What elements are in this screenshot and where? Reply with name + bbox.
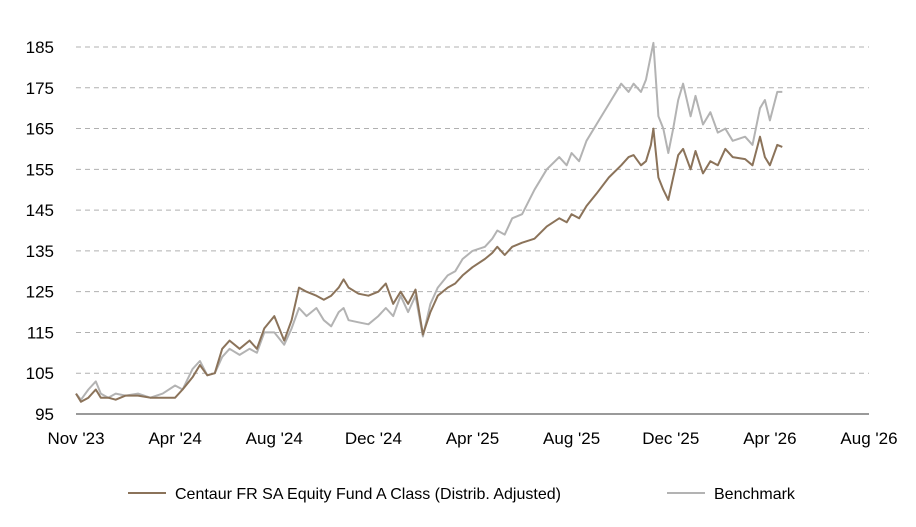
- x-tick-label: Aug '24: [246, 429, 303, 448]
- legend: Centaur FR SA Equity Fund A Class (Distr…: [128, 486, 796, 503]
- x-axis-ticks: Nov '23 Apr '24 Aug '24 Dec '24 Apr '25 Aug '…: [47, 429, 897, 448]
- series-line-fund: [75, 127, 783, 403]
- series-lines: [75, 41, 783, 403]
- x-tick-label: Aug '25: [543, 429, 600, 448]
- y-tick-label: 115: [27, 323, 54, 342]
- x-tick-label: Dec '25: [642, 429, 699, 448]
- y-tick-label: 135: [26, 242, 54, 261]
- x-tick-label: Dec '24: [345, 429, 402, 448]
- x-tick-label: Aug '26: [840, 429, 897, 448]
- x-tick-label: Apr '25: [446, 429, 499, 448]
- y-tick-label: 105: [26, 364, 54, 383]
- x-tick-label: Nov '23: [47, 429, 104, 448]
- y-tick-label: 145: [26, 201, 54, 220]
- y-tick-label: 95: [35, 405, 54, 424]
- series-line-benchmark: [75, 41, 783, 401]
- x-tick-label: Apr '26: [743, 429, 796, 448]
- legend-label-fund: Centaur FR SA Equity Fund A Class (Distr…: [175, 486, 561, 503]
- y-tick-label: 165: [26, 120, 54, 139]
- y-tick-label: 175: [26, 79, 54, 98]
- y-tick-label: 125: [26, 283, 54, 302]
- y-tick-label: 155: [26, 160, 54, 179]
- y-tick-label: 185: [26, 38, 54, 57]
- y-axis-ticks: 95 105 115 125 135 145 155 165 175 185: [26, 38, 54, 424]
- gridlines: [76, 46, 869, 374]
- legend-label-benchmark: Benchmark: [714, 486, 796, 503]
- x-tick-label: Apr '24: [148, 429, 201, 448]
